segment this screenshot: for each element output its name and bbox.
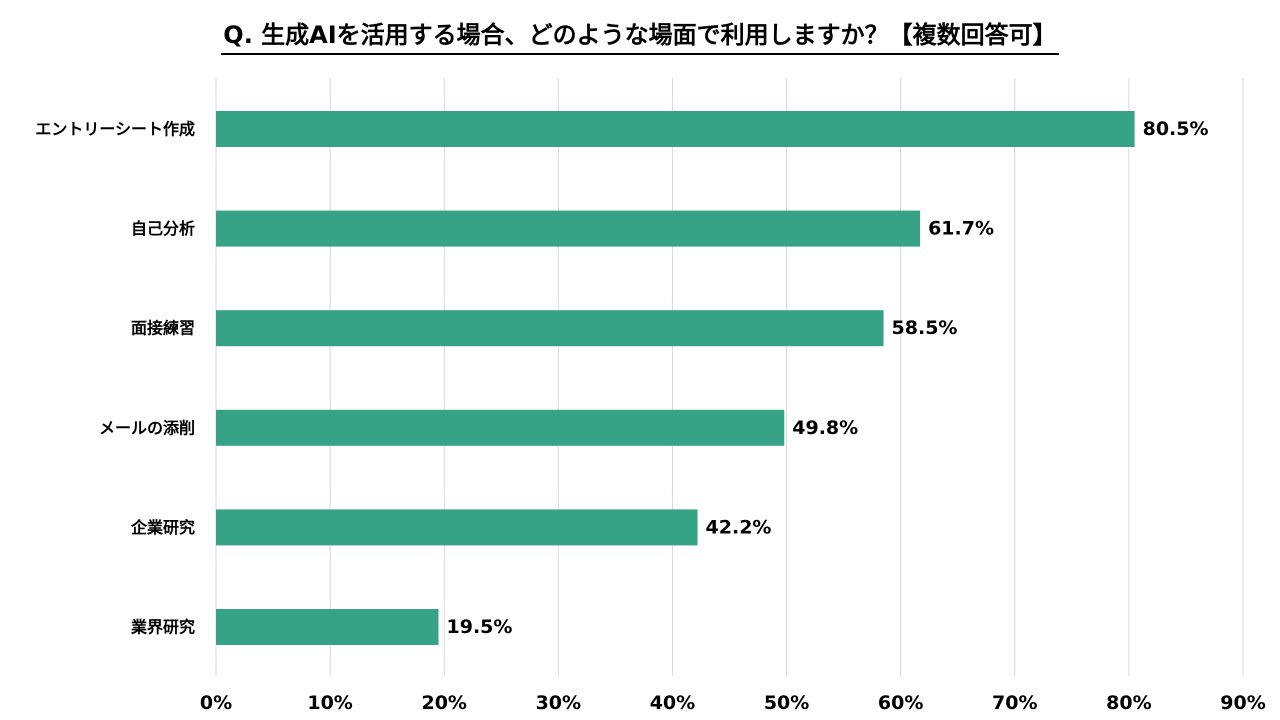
x-tick-label: 30%: [536, 692, 581, 714]
x-tick-label: 50%: [764, 692, 809, 714]
x-tick-label: 40%: [650, 692, 695, 714]
x-tick-label: 80%: [1106, 692, 1151, 714]
chart-title-wrapper: Q. 生成AIを活用する場合、どのような場面で利用しますか？【複数回答可】: [0, 20, 1280, 55]
x-tick-label: 0%: [200, 692, 232, 714]
bar: [216, 509, 698, 546]
bar: [216, 210, 921, 247]
data-label: 61.7%: [928, 218, 994, 240]
category-label: エントリーシート作成: [35, 120, 195, 139]
bar: [216, 609, 439, 645]
data-label: 42.2%: [706, 516, 772, 538]
chart-title: Q. 生成AIを活用する場合、どのような場面で利用しますか？【複数回答可】: [221, 20, 1059, 55]
labels: 0% 10% 20% 30% 40% 50% 60% 70% 80% 90% エントリーシート作成 8…: [35, 118, 1265, 714]
x-tick-label: 10%: [307, 692, 352, 714]
category-label: 面接練習: [131, 319, 195, 338]
category-label: 自己分析: [131, 219, 195, 238]
x-tick-label: 70%: [992, 692, 1037, 714]
bar: [216, 310, 884, 347]
data-label: 49.8%: [792, 417, 858, 439]
x-tick-label: 20%: [421, 692, 466, 714]
bar: [216, 111, 1135, 147]
category-label: 企業研究: [130, 518, 195, 537]
bar: [216, 409, 785, 446]
data-label: 58.5%: [892, 317, 958, 339]
data-label: 19.5%: [447, 616, 513, 638]
bars: [216, 111, 1135, 645]
x-tick-label: 60%: [878, 692, 923, 714]
data-label: 80.5%: [1143, 118, 1209, 140]
x-tick-label: 90%: [1220, 692, 1265, 714]
category-label: 業界研究: [130, 618, 195, 637]
category-label: メールの添削: [99, 418, 195, 437]
grid-lines: [215, 78, 1244, 676]
